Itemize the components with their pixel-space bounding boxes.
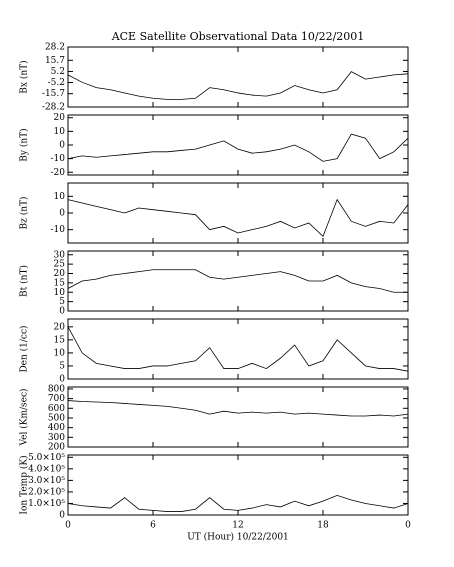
y-tick-label: 15 bbox=[54, 335, 66, 345]
y-tick-label: 10 bbox=[54, 192, 66, 202]
y-tick-label: 400 bbox=[48, 423, 65, 433]
panel-frame bbox=[67, 114, 409, 176]
y-tick-label: 10 bbox=[54, 348, 66, 358]
y-tick-label: -10 bbox=[51, 225, 66, 235]
x-axis-label: UT (Hour) 10/22/2001 bbox=[187, 532, 289, 543]
data-line bbox=[67, 269, 408, 293]
panel-frame bbox=[67, 46, 409, 108]
x-tick-label: 0 bbox=[405, 521, 411, 531]
chart-title: ACE Satellite Observational Data 10/22/2… bbox=[111, 30, 365, 43]
x-tick-label: 0 bbox=[65, 521, 71, 531]
y-tick-label: 28.2 bbox=[45, 43, 65, 53]
data-line bbox=[67, 133, 409, 162]
y-tick-label: 0 bbox=[59, 141, 65, 151]
y-axis-label: Ion Temp (K) bbox=[19, 455, 30, 514]
y-tick-label: 500 bbox=[48, 413, 65, 423]
y-tick-label: 600 bbox=[48, 404, 65, 414]
y-tick-label: -5.2 bbox=[48, 78, 65, 88]
y-tick-label: 25 bbox=[54, 260, 66, 270]
y-tick-label: 30 bbox=[54, 250, 66, 260]
x-tick-label: 6 bbox=[150, 521, 156, 531]
y-tick-label: 5.0×10⁵ bbox=[28, 453, 65, 463]
panel-frame bbox=[67, 182, 409, 244]
y-tick-label: 5 bbox=[59, 361, 65, 371]
y-tick-label: 1.0×10⁵ bbox=[28, 499, 65, 509]
y-tick-label: 300 bbox=[48, 433, 65, 443]
data-line bbox=[67, 400, 409, 417]
panel-frame bbox=[67, 386, 409, 448]
y-tick-label: 15 bbox=[54, 278, 66, 288]
y-tick-label: 0 bbox=[59, 375, 65, 385]
y-tick-label: 0 bbox=[59, 209, 65, 219]
y-tick-label: 20 bbox=[54, 113, 66, 123]
y-tick-label: 15.7 bbox=[45, 56, 65, 66]
y-tick-label: 200 bbox=[48, 443, 65, 453]
y-axis-label: Bz (nT) bbox=[19, 196, 30, 229]
y-tick-label: 5.2 bbox=[51, 67, 65, 77]
panel-frame bbox=[67, 454, 409, 516]
y-tick-label: 4.0×10⁵ bbox=[28, 464, 65, 474]
y-tick-label: -10 bbox=[51, 154, 66, 164]
y-tick-label: 5 bbox=[59, 297, 65, 307]
y-tick-label: 20 bbox=[54, 269, 66, 279]
y-tick-label: 20 bbox=[54, 322, 66, 332]
y-tick-label: 700 bbox=[48, 394, 65, 404]
data-line bbox=[67, 198, 409, 238]
y-tick-label: 0 bbox=[59, 307, 65, 317]
panel-frame bbox=[67, 250, 409, 312]
y-tick-label: -20 bbox=[51, 168, 66, 178]
y-axis-label: Bx (nT) bbox=[19, 60, 30, 93]
y-axis-label: Den (1/cc) bbox=[19, 325, 30, 372]
y-tick-label: -28.2 bbox=[42, 103, 65, 113]
panel-frame bbox=[67, 318, 409, 380]
y-tick-label: 800 bbox=[48, 384, 65, 394]
y-tick-label: 10 bbox=[54, 288, 66, 298]
y-axis-label: Vel (Km/sec) bbox=[19, 388, 30, 446]
y-axis-label: By (nT) bbox=[19, 128, 30, 161]
data-line bbox=[67, 71, 409, 100]
x-tick-label: 12 bbox=[232, 521, 243, 531]
y-tick-label: -15.7 bbox=[42, 89, 65, 99]
y-tick-label: 0 bbox=[59, 511, 65, 521]
y-tick-label: 3.0×10⁵ bbox=[28, 476, 65, 486]
x-tick-label: 18 bbox=[317, 521, 329, 531]
data-line bbox=[67, 326, 409, 372]
y-axis-label: Bt (nT) bbox=[19, 265, 30, 297]
data-line bbox=[67, 494, 409, 512]
y-tick-label: 2.0×10⁵ bbox=[28, 487, 65, 497]
y-tick-label: 10 bbox=[54, 127, 66, 137]
